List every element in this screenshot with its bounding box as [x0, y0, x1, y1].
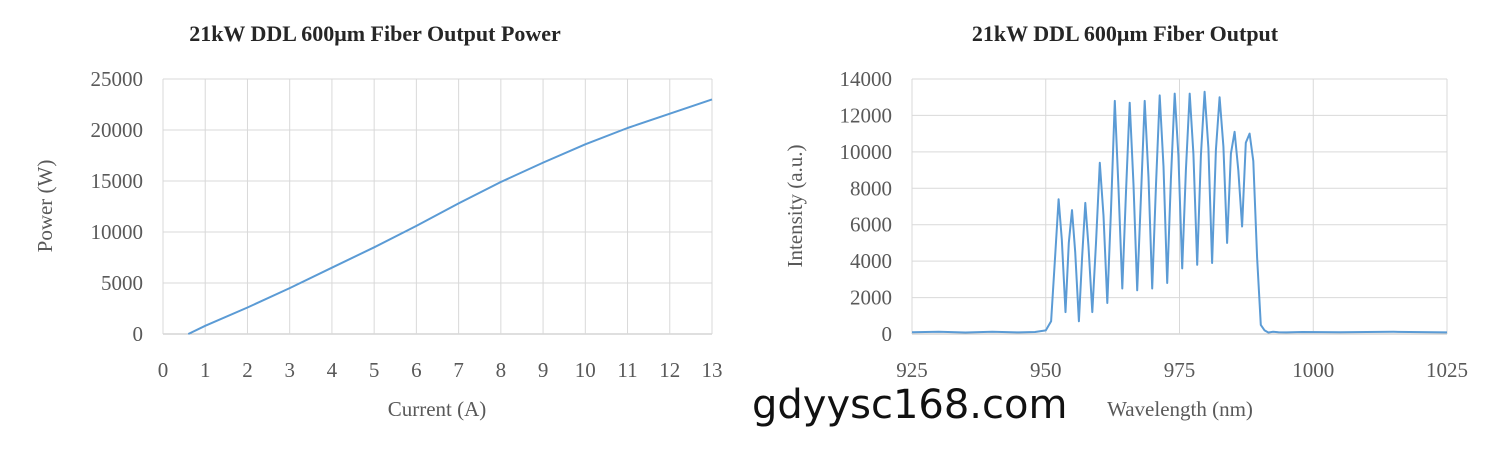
spectrum-chart-xlabel: Wavelength (nm) [1107, 397, 1253, 421]
power-chart: 21kW DDL 600μm Fiber Output Power 0 5000 1… [33, 21, 723, 421]
spectrum-chart-ylabel: Intensity (a.u.) [783, 144, 807, 267]
spectrum-chart-ytick-label: 2000 [850, 286, 892, 310]
power-chart-ytick-label: 5000 [101, 271, 143, 295]
spectrum-chart: 21kW DDL 600μm Fiber Output 0 2000 4000 600… [783, 21, 1468, 421]
power-chart-xtick-label: 5 [369, 358, 380, 382]
power-chart-ytick-label: 10000 [91, 220, 144, 244]
spectrum-chart-ytick-label: 4000 [850, 249, 892, 273]
power-chart-xtick-label: 8 [496, 358, 507, 382]
spectrum-chart-xtick-label: 1025 [1426, 358, 1468, 382]
power-chart-series [187, 98, 713, 335]
spectrum-chart-ytick-label: 14000 [840, 67, 893, 91]
spectrum-chart-xtick-label: 925 [896, 358, 928, 382]
spectrum-chart-series-line [911, 90, 1448, 334]
power-chart-grid [162, 78, 713, 335]
power-chart-xtick-label: 11 [617, 358, 637, 382]
power-chart-ytick-label: 0 [133, 322, 144, 346]
watermark-text: gdyysc168.com [752, 382, 1068, 428]
spectrum-chart-xtick-label: 1000 [1292, 358, 1334, 382]
spectrum-chart-ytick-label: 6000 [850, 213, 892, 237]
power-chart-series-line [187, 98, 713, 335]
spectrum-chart-ytick-label: 12000 [840, 103, 893, 127]
power-chart-xtick-label: 12 [659, 358, 680, 382]
spectrum-chart-title: 21kW DDL 600μm Fiber Output [972, 21, 1279, 46]
power-chart-xtick-label: 1 [200, 358, 211, 382]
power-chart-xlabel: Current (A) [388, 397, 487, 421]
power-chart-ytick-label: 25000 [91, 67, 144, 91]
power-chart-xtick-label: 4 [327, 358, 338, 382]
power-chart-xtick-label: 7 [453, 358, 464, 382]
spectrum-chart-ytick-label: 10000 [840, 140, 893, 164]
power-chart-ylabel: Power (W) [33, 160, 57, 253]
power-chart-xtick-label: 0 [158, 358, 169, 382]
power-chart-title: 21kW DDL 600μm Fiber Output Power [189, 21, 561, 46]
power-chart-xtick-label: 9 [538, 358, 549, 382]
spectrum-chart-ytick-label: 8000 [850, 176, 892, 200]
power-chart-ytick-label: 15000 [91, 169, 144, 193]
spectrum-chart-xtick-label: 950 [1030, 358, 1062, 382]
spectrum-chart-xtick-label: 975 [1164, 358, 1196, 382]
power-chart-xtick-label: 6 [411, 358, 422, 382]
spectrum-chart-ticks: 0 2000 4000 6000 8000 10000 12000 14000 925 950 97… [840, 67, 1469, 382]
power-chart-xtick-label: 13 [702, 358, 723, 382]
spectrum-chart-series [911, 90, 1448, 334]
power-chart-xtick-label: 2 [242, 358, 253, 382]
power-chart-ytick-label: 20000 [91, 118, 144, 142]
power-chart-xtick-label: 10 [575, 358, 596, 382]
power-chart-xtick-label: 3 [284, 358, 295, 382]
spectrum-chart-ytick-label: 0 [882, 322, 893, 346]
spectrum-chart-grid [911, 78, 1448, 335]
